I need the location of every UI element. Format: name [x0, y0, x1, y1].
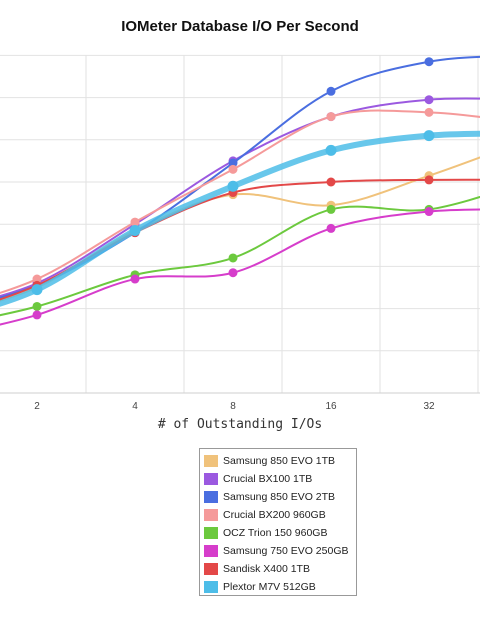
series-2: [0, 95, 480, 297]
line-chart: 2 4 8 16 32: [0, 54, 480, 412]
data-point: [129, 225, 141, 237]
data-point: [130, 274, 140, 284]
legend-swatch: [204, 455, 218, 467]
legend-swatch: [204, 509, 218, 521]
legend-label: Sandisk X400 1TB: [223, 563, 310, 575]
data-point: [424, 207, 434, 217]
data-point: [32, 310, 42, 320]
data-point: [326, 204, 336, 214]
data-point: [326, 86, 336, 96]
series-8: [0, 130, 480, 307]
legend-label: OCZ Trion 150 960GB: [223, 527, 328, 539]
legend-swatch: [204, 527, 218, 539]
data-point: [227, 180, 239, 192]
data-point: [424, 95, 434, 105]
data-point: [228, 268, 238, 278]
data-point: [228, 158, 238, 168]
data-point: [325, 144, 337, 156]
legend-label: Plextor M7V 512GB: [223, 581, 316, 593]
series-4: [0, 107, 480, 294]
data-point: [32, 301, 42, 311]
legend-label: Samsung 750 EVO 250GB: [223, 545, 349, 557]
legend-swatch: [204, 473, 218, 485]
data-point: [326, 177, 336, 187]
legend-entry[interactable]: Samsung 850 EVO 1TB: [204, 452, 356, 470]
x-tick-label: 4: [132, 401, 138, 412]
legend-label: Crucial BX100 1TB: [223, 473, 313, 485]
x-tick-label: 16: [325, 401, 337, 412]
data-point: [326, 112, 336, 122]
x-tick-label: 8: [230, 401, 236, 412]
grid: [0, 54, 480, 394]
legend: Samsung 850 EVO 1TB Crucial BX100 1TB Sams…: [199, 448, 357, 596]
series-line: [0, 97, 480, 297]
legend-entry[interactable]: Sandisk X400 1TB: [204, 560, 356, 578]
x-axis-label: # of Outstanding I/Os: [157, 417, 323, 432]
legend-label: Crucial BX200 960GB: [223, 509, 326, 521]
legend-swatch: [204, 545, 218, 557]
series-line: [0, 208, 480, 326]
series-line: [0, 195, 480, 317]
series-6: [0, 207, 480, 326]
legend-entry[interactable]: OCZ Trion 150 960GB: [204, 524, 356, 542]
data-point: [228, 253, 238, 263]
chart-title: IOMeter Database I/O Per Second: [121, 18, 359, 35]
legend-entry[interactable]: Samsung 750 EVO 250GB: [204, 542, 356, 560]
legend-entry[interactable]: Crucial BX100 1TB: [204, 470, 356, 488]
legend-swatch: [204, 491, 218, 503]
data-point: [423, 130, 435, 142]
x-tick-label: 2: [34, 401, 40, 412]
legend-swatch: [204, 581, 218, 593]
data-point: [32, 274, 42, 284]
data-point: [228, 164, 238, 174]
data-point: [130, 217, 140, 227]
legend-entry[interactable]: Plextor M7V 512GB: [204, 578, 356, 596]
x-tick-labels: 2 4 8 16 32: [34, 401, 435, 412]
series-line: [0, 178, 480, 301]
legend-entry[interactable]: Samsung 850 EVO 2TB: [204, 488, 356, 506]
series-layer: [0, 55, 480, 326]
series-1: [0, 156, 480, 302]
legend-entry[interactable]: Crucial BX200 960GB: [204, 506, 356, 524]
data-point: [31, 284, 43, 296]
x-tick-label: 32: [423, 401, 435, 412]
series-line: [0, 130, 480, 307]
data-point: [424, 175, 434, 185]
data-point: [326, 223, 336, 233]
legend-label: Samsung 850 EVO 2TB: [223, 491, 336, 503]
data-point: [424, 57, 434, 67]
legend-swatch: [204, 563, 218, 575]
data-point: [424, 107, 434, 117]
legend-label: Samsung 850 EVO 1TB: [223, 455, 336, 467]
